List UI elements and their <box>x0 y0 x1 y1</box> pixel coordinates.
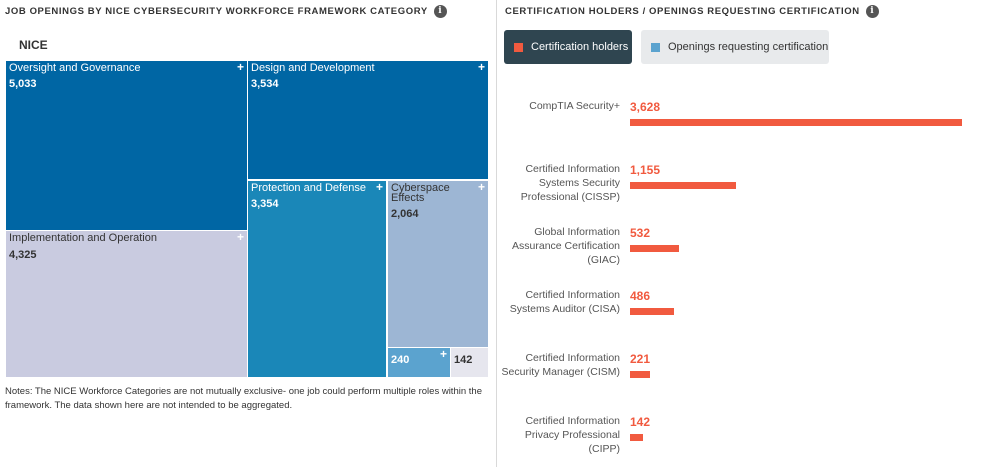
treemap-tile[interactable]: Oversight and Governance 5,033 + <box>5 60 248 231</box>
bar-category-label: Global Information Assurance Certificatio… <box>512 226 620 266</box>
bar[interactable] <box>630 119 962 126</box>
bar-value-label: 1,155 <box>630 163 661 177</box>
bar-category-label: Certified Information Security Manager (C… <box>501 352 620 378</box>
expand-plus-icon[interactable]: + <box>439 347 447 361</box>
info-icon[interactable]: i <box>865 5 879 18</box>
expand-plus-icon[interactable]: + <box>236 230 244 244</box>
treemap-tile[interactable]: 142 <box>450 347 489 378</box>
bar[interactable] <box>630 245 679 252</box>
bar-value-label: 3,628 <box>630 100 661 114</box>
treemap-tile-value: 3,354 <box>251 198 279 210</box>
bar-value-label: 142 <box>630 415 651 429</box>
bar-chart-title-text: CERTIFICATION HOLDERS / OPENINGS REQUEST… <box>505 6 860 17</box>
bar-category-label: CompTIA Security+ <box>529 100 620 112</box>
bar-category-label: Certified Information Systems Security Pro… <box>520 163 620 203</box>
bar-value-label: 486 <box>630 289 651 303</box>
treemap-tile-value: 3,534 <box>251 78 279 90</box>
notes-text: Notes: The NICE Workforce Categories are… <box>5 386 482 411</box>
expand-plus-icon[interactable]: + <box>477 60 485 74</box>
expand-plus-icon[interactable]: + <box>236 60 244 74</box>
treemap-tile-value: 240 <box>391 354 410 366</box>
bar[interactable] <box>630 182 736 189</box>
treemap-tile-value: 142 <box>454 354 473 366</box>
info-icon[interactable]: i <box>433 5 447 18</box>
treemap-tile-label: Cyberspace Effects <box>391 182 450 204</box>
treemap-tile-value: 2,064 <box>391 208 419 220</box>
expand-plus-icon[interactable]: + <box>477 180 485 194</box>
treemap-root-label[interactable]: NICE <box>19 38 48 52</box>
bar-chart-title: CERTIFICATION HOLDERS / OPENINGS REQUEST… <box>505 5 879 18</box>
legend-swatch <box>651 42 660 52</box>
treemap-tile-label: Protection and Defense <box>251 182 366 194</box>
treemap-tile[interactable]: Cyberspace Effects 2,064 + <box>387 180 489 348</box>
treemap-tile-label: Implementation and Operation <box>9 232 157 244</box>
legend-label: Openings requesting certification <box>668 41 829 53</box>
legend-label: Certification holders <box>531 41 629 53</box>
treemap-tile-value: 5,033 <box>9 78 37 90</box>
bar-category-label: Certified Information Systems Auditor (CI… <box>509 289 620 315</box>
bar-category-label: Certified Information Privacy Professiona… <box>524 415 620 455</box>
treemap-tile[interactable]: 240 + <box>387 347 451 378</box>
treemap-tile[interactable]: Design and Development 3,534 + <box>247 60 489 180</box>
treemap-tile-value: 4,325 <box>9 249 37 261</box>
bar-value-label: 221 <box>630 352 651 366</box>
treemap-tile[interactable]: Protection and Defense 3,354 + <box>247 180 387 378</box>
bar[interactable] <box>630 434 643 441</box>
bar[interactable] <box>630 308 674 315</box>
treemap-tile-label: Design and Development <box>251 62 375 74</box>
bar-value-label: 532 <box>630 226 651 240</box>
treemap-title: JOB OPENINGS BY NICE CYBERSECURITY WORKF… <box>5 5 447 18</box>
expand-plus-icon[interactable]: + <box>375 180 383 194</box>
legend-button-certification-holders[interactable]: Certification holders <box>504 30 632 64</box>
legend-button-openings-requesting[interactable]: Openings requesting certification <box>641 30 829 64</box>
treemap-title-text: JOB OPENINGS BY NICE CYBERSECURITY WORKF… <box>5 6 428 17</box>
bar[interactable] <box>630 371 650 378</box>
panel-divider <box>496 0 497 467</box>
treemap-tile[interactable]: Implementation and Operation 4,325 + <box>5 230 248 378</box>
legend-swatch <box>514 42 523 52</box>
treemap-tile-label: Oversight and Governance <box>9 62 141 74</box>
